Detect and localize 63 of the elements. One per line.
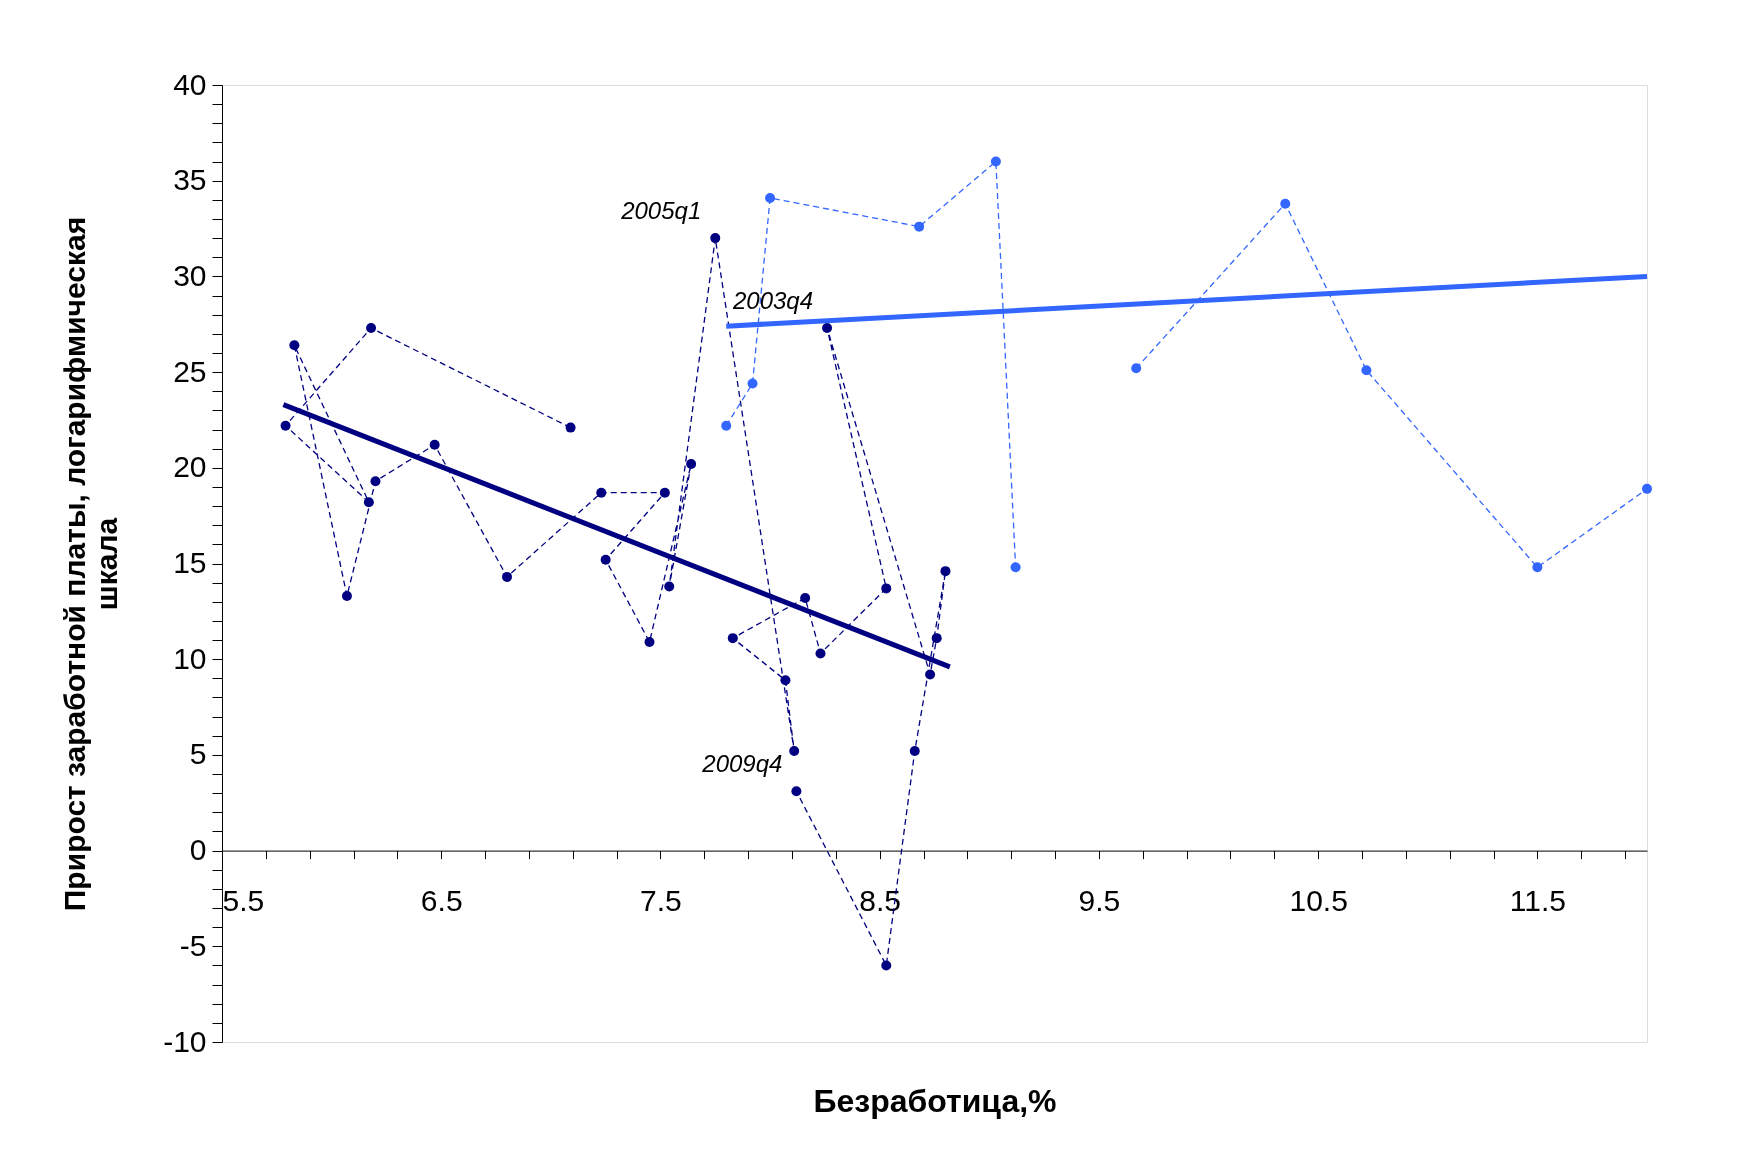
point [596, 487, 607, 498]
point [644, 636, 655, 647]
point [914, 221, 925, 232]
point [815, 648, 826, 659]
y-tick-label: 30 [173, 258, 207, 292]
point [1010, 562, 1021, 573]
point [789, 746, 800, 757]
point [341, 591, 352, 602]
point [800, 592, 811, 603]
point [280, 420, 291, 431]
x-tick-label: 6.5 [420, 884, 463, 918]
point [990, 156, 1001, 167]
x-tick-label: 9.5 [1078, 884, 1121, 918]
point [502, 571, 512, 582]
x-tick-label: 10.5 [1289, 884, 1348, 918]
point [747, 378, 758, 389]
point [822, 323, 833, 334]
point [909, 746, 920, 757]
point [664, 581, 675, 592]
x-tick-label: 7.5 [640, 884, 682, 918]
y-tick-label: 10 [173, 641, 207, 675]
point [721, 420, 732, 431]
y-tick-label: 40 [173, 67, 207, 101]
point [727, 633, 738, 644]
point [765, 192, 776, 203]
x-tick-label: 8.5 [859, 884, 902, 918]
point [600, 554, 611, 565]
point [429, 439, 440, 450]
y-tick-label: -5 [179, 928, 207, 962]
y-tick-label: 35 [173, 163, 207, 197]
point [1131, 363, 1142, 374]
point [940, 566, 951, 577]
point [289, 340, 300, 351]
point [659, 487, 670, 498]
y-tick-label: 15 [173, 546, 207, 579]
point [881, 583, 892, 594]
x-axis-title: Безработица,% [813, 1083, 1057, 1120]
point [1361, 365, 1372, 376]
point [931, 633, 942, 644]
point [363, 497, 374, 508]
point [710, 233, 721, 244]
point [1642, 483, 1652, 494]
point [370, 476, 381, 487]
point [1280, 198, 1291, 209]
point [925, 669, 936, 680]
x-tick-label: 11.5 [1509, 884, 1566, 918]
point [565, 422, 576, 433]
point [1532, 562, 1543, 573]
x-tick-label: 5.5 [222, 884, 265, 918]
y-tick-label: 0 [189, 833, 207, 867]
y-tick-label: 20 [173, 450, 207, 484]
y-axis-title: Прирост заработной платы, логарифмическая шкала [58, 216, 124, 912]
annotation: 2005q1 [620, 197, 702, 225]
y-tick-label: 5 [189, 737, 207, 771]
point [791, 786, 802, 797]
point [780, 675, 791, 686]
annotation: 2003q4 [731, 287, 814, 315]
annotation: 2009q4 [701, 750, 783, 778]
point [686, 458, 697, 469]
y-tick-label: -10 [163, 1024, 207, 1058]
y-tick-label: 25 [173, 354, 207, 388]
point [366, 323, 377, 334]
point [881, 960, 892, 971]
